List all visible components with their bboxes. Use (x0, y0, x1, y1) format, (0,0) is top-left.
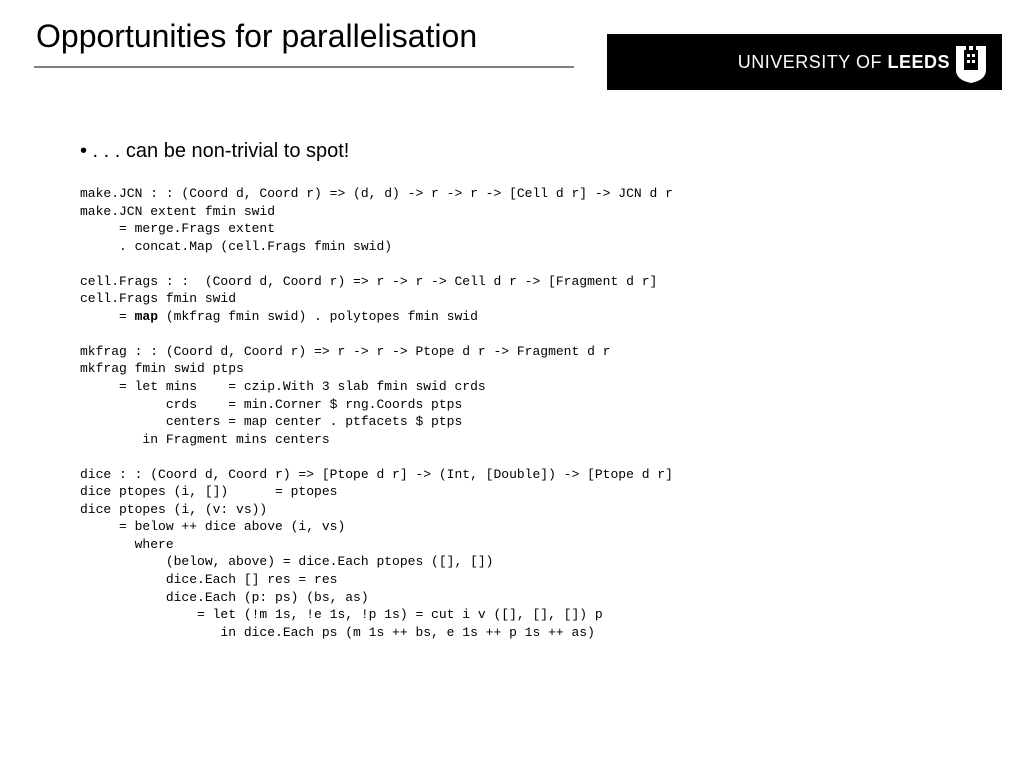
code-line: cell.Frags fmin swid (80, 291, 236, 306)
code-line: = below ++ dice above (i, vs) (80, 519, 345, 534)
code-line: dice.Each [] res = res (80, 572, 337, 587)
code-line: in dice.Each ps (m 1s ++ bs, e 1s ++ p 1… (80, 625, 595, 640)
code-line: make.JCN extent fmin swid (80, 204, 275, 219)
code-line: make.JCN : : (Coord d, Coord r) => (d, d… (80, 186, 673, 201)
code-line: mkfrag : : (Coord d, Coord r) => r -> r … (80, 344, 611, 359)
code-line: . concat.Map (cell.Frags fmin swid) (80, 239, 392, 254)
shield-tower-icon (954, 40, 988, 84)
code-line: = (80, 309, 135, 324)
logo-text-main: LEEDS (887, 52, 950, 72)
code-line: = let (!m 1s, !e 1s, !p 1s) = cut i v ([… (80, 607, 603, 622)
code-line: dice ptopes (i, (v: vs)) (80, 502, 267, 517)
code-line: dice : : (Coord d, Coord r) => [Ptope d … (80, 467, 673, 482)
code-line: in Fragment mins centers (80, 432, 330, 447)
code-line: cell.Frags : : (Coord d, Coord r) => r -… (80, 274, 657, 289)
code-line: (mkfrag fmin swid) . polytopes fmin swid (158, 309, 478, 324)
logo-text-prefix: UNIVERSITY OF (738, 52, 888, 72)
bullet-point: • . . . can be non-trivial to spot! (80, 140, 964, 163)
university-logo: UNIVERSITY OF LEEDS (607, 34, 1002, 90)
page-title: Opportunities for parallelisation (36, 18, 477, 55)
logo-text: UNIVERSITY OF LEEDS (738, 52, 950, 73)
code-line: mkfrag fmin swid ptps (80, 361, 244, 376)
code-line: dice.Each (p: ps) (bs, as) (80, 590, 369, 605)
code-line: dice ptopes (i, []) = ptopes (80, 484, 337, 499)
code-block: make.JCN : : (Coord d, Coord r) => (d, d… (80, 185, 964, 641)
code-keyword-map: map (135, 309, 158, 324)
content-area: • . . . can be non-trivial to spot! make… (80, 140, 964, 641)
code-line: = let mins = czip.With 3 slab fmin swid … (80, 379, 486, 394)
slide: Opportunities for parallelisation UNIVER… (0, 0, 1024, 768)
code-line: where (80, 537, 174, 552)
code-line: crds = min.Corner $ rng.Coords ptps (80, 397, 462, 412)
code-line: (below, above) = dice.Each ptopes ([], [… (80, 554, 493, 569)
code-line: centers = map center . ptfacets $ ptps (80, 414, 462, 429)
title-underline (34, 66, 574, 68)
code-line: = merge.Frags extent (80, 221, 275, 236)
